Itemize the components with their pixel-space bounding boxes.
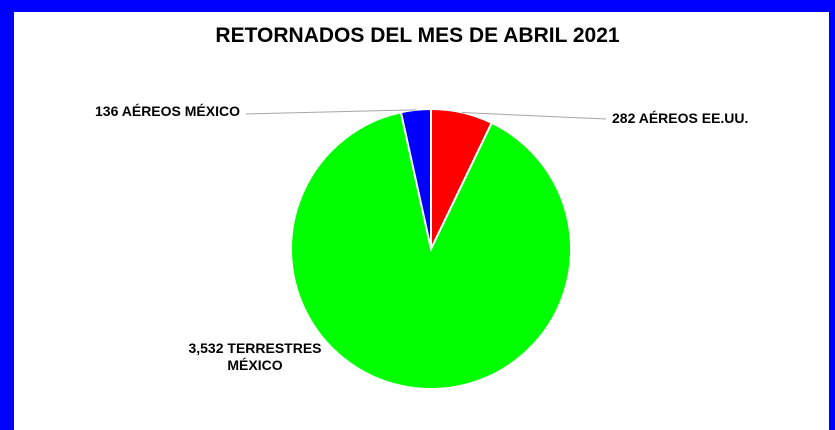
slice-label-0: 282 AÉREOS EE.UU. — [612, 110, 748, 126]
leader-line-0 — [462, 112, 607, 120]
slice-label-1: 3,532 TERRESTRES MÉXICO — [188, 340, 321, 373]
leader-line-2 — [245, 109, 416, 115]
pie-slice-1 — [290, 111, 572, 390]
chart-title: RETORNADOS DEL MES DE ABRIL 2021 — [215, 24, 620, 47]
slice-label-2: 136 AÉREOS MÉXICO — [95, 103, 240, 119]
